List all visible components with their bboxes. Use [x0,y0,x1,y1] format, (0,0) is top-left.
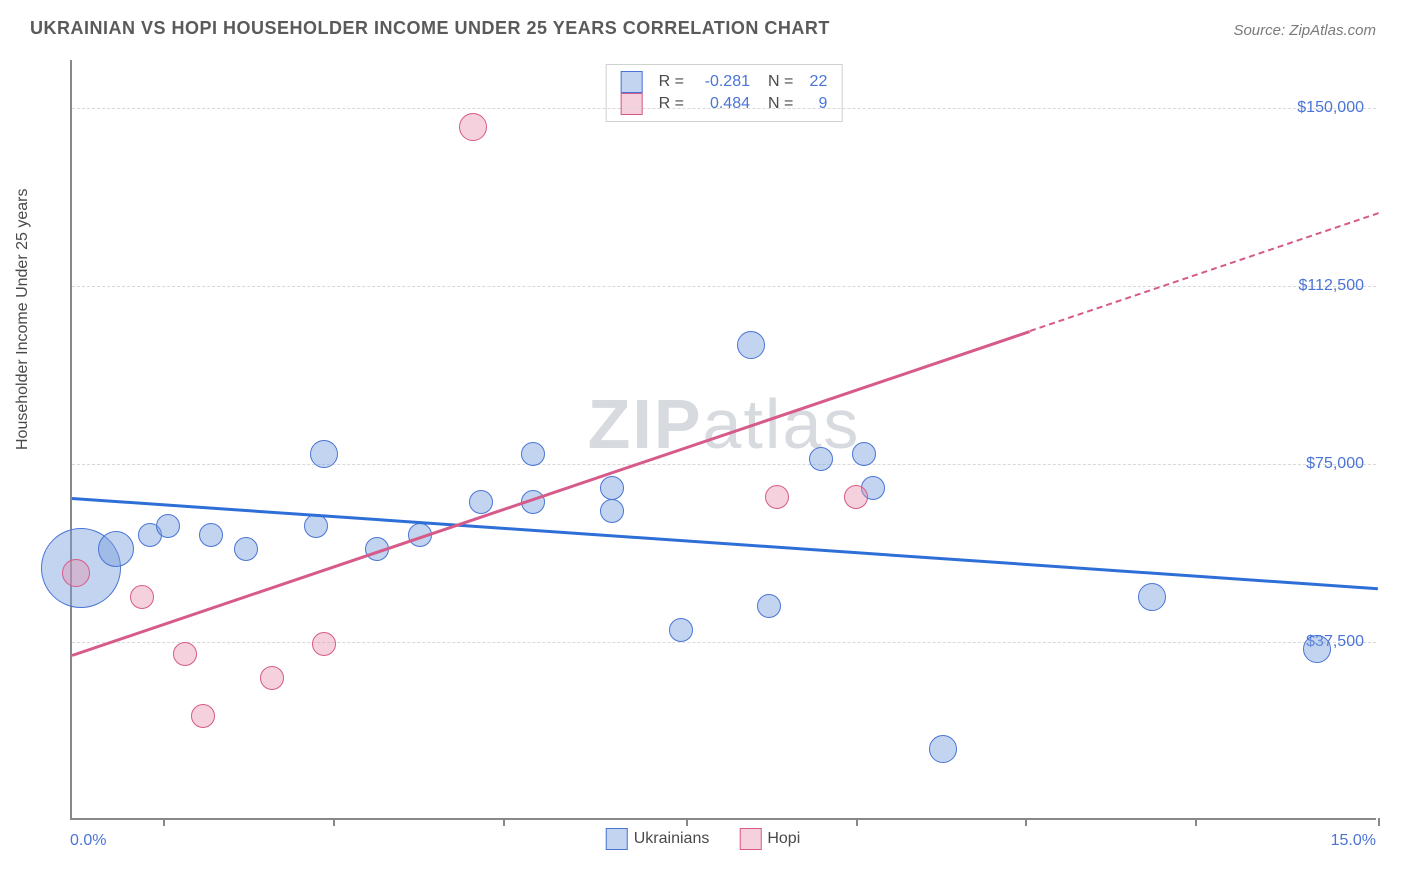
x-tick [856,818,858,826]
data-point [600,499,624,523]
data-point [156,514,180,538]
legend-swatch-hopi [739,828,761,850]
data-point [757,594,781,618]
legend-item-ukrainians: Ukrainians [606,828,710,850]
data-point [234,537,258,561]
data-point [737,331,765,359]
data-point [98,531,134,567]
y-axis-label: Householder Income Under 25 years [14,189,32,450]
legend-bottom: Ukrainians Hopi [606,828,801,850]
x-tick [163,818,165,826]
r-label: R = [659,73,684,91]
data-point [191,704,215,728]
regression-line [1029,212,1378,332]
data-point [844,485,868,509]
y-tick-label: $75,000 [1306,455,1364,473]
legend-swatch-ukrainians [606,828,628,850]
regression-line [72,330,1031,657]
data-point [765,485,789,509]
stats-row-hopi: R = 0.484 N = 9 [621,93,828,115]
stats-legend-box: R = -0.281 N = 22 R = 0.484 N = 9 [606,64,843,122]
n-value-ukrainians: 22 [803,73,827,91]
x-tick [1025,818,1027,826]
data-point [669,618,693,642]
data-point [929,735,957,763]
chart-title: UKRAINIAN VS HOPI HOUSEHOLDER INCOME UND… [30,18,830,39]
n-value-hopi: 9 [803,95,827,113]
data-point [469,490,493,514]
data-point [600,476,624,500]
plot-area: ZIPatlas R = -0.281 N = 22 R = 0.484 N =… [70,60,1376,820]
stats-row-ukrainians: R = -0.281 N = 22 [621,71,828,93]
data-point [260,666,284,690]
r-label: R = [659,95,684,113]
gridline [72,464,1376,465]
x-tick [686,818,688,826]
swatch-hopi [621,93,643,115]
data-point [310,440,338,468]
x-tick [333,818,335,826]
y-tick-label: $112,500 [1298,277,1364,295]
legend-label-hopi: Hopi [767,830,800,847]
swatch-ukrainians [621,71,643,93]
source-attribution: Source: ZipAtlas.com [1233,22,1376,39]
data-point [62,559,90,587]
x-tick [503,818,505,826]
x-axis-max-label: 15.0% [1331,832,1376,850]
data-point [312,632,336,656]
watermark-bold: ZIP [588,385,703,463]
gridline [72,108,1376,109]
gridline [72,286,1376,287]
data-point [130,585,154,609]
r-value-ukrainians: -0.281 [694,73,750,91]
r-value-hopi: 0.484 [694,95,750,113]
data-point [459,113,487,141]
y-tick-label: $150,000 [1297,99,1364,117]
n-label: N = [768,73,793,91]
data-point [1303,635,1331,663]
legend-label-ukrainians: Ukrainians [634,830,710,847]
regression-line [72,497,1378,590]
data-point [1138,583,1166,611]
data-point [199,523,223,547]
data-point [809,447,833,471]
data-point [173,642,197,666]
x-axis-min-label: 0.0% [70,832,106,850]
x-tick [1378,818,1380,826]
legend-item-hopi: Hopi [739,828,800,850]
gridline [72,642,1376,643]
data-point [852,442,876,466]
data-point [521,442,545,466]
n-label: N = [768,95,793,113]
x-tick [1195,818,1197,826]
